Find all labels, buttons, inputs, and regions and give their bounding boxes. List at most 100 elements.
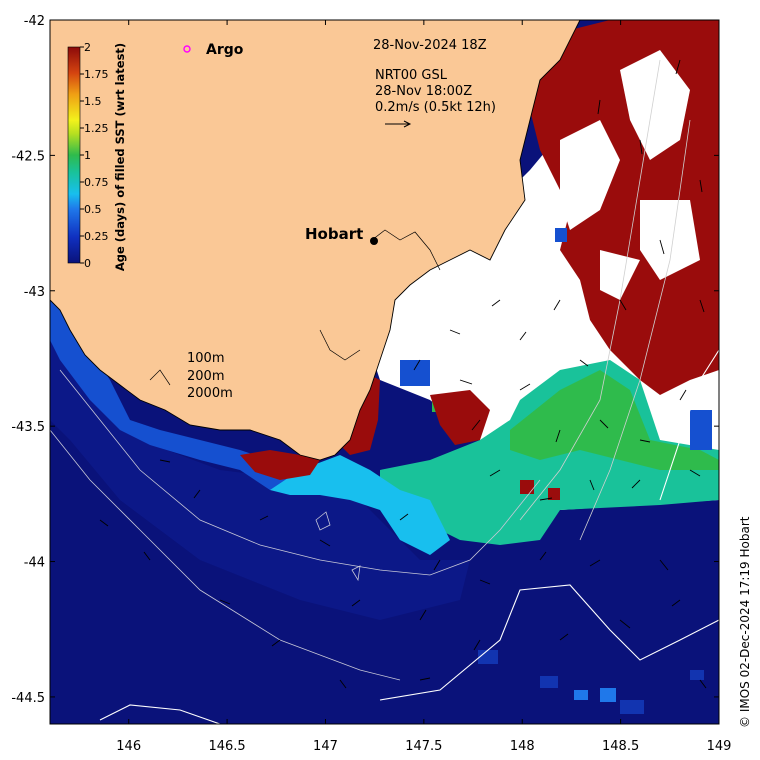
current-vector [539,497,553,501]
contour-200m [50,429,401,681]
colorbar-tick-label: 1 [84,149,91,162]
current-vector [675,59,681,75]
current-vector [193,489,201,499]
red-patch-coast [240,450,320,480]
current-vector [339,679,347,689]
blue-patch [620,700,644,714]
current-vector [631,479,641,489]
blue-band-coastal [50,290,470,620]
current-vector [471,419,481,431]
current-vector [659,559,669,571]
scale-arrow-icon [385,120,412,128]
argo-marker-icon [183,45,191,53]
current-vector [599,419,609,429]
colorbar-label: Age (days) of filled SST (wrt latest) [113,43,127,271]
colorbar [67,46,81,264]
blue-patch [600,688,616,702]
current-vector [555,429,561,443]
land-tasmania [50,20,581,461]
longitude-axis: 146 146.5 147 147.5 148 148.5 149 [116,20,731,754]
current-vector [143,551,151,561]
current-vector [553,299,561,311]
lat-tick-label: -44 [24,556,45,571]
lon-tick-label: 147 [313,739,338,754]
derwent-estuary [371,229,441,271]
blue-patch [540,676,558,688]
current-vector [271,639,281,647]
current-vector [659,239,665,255]
depth-label-100: 100m [187,351,224,366]
current-vector [473,639,481,651]
no-data-hole [600,250,640,300]
island [351,565,361,582]
no-data-hole [640,200,700,280]
current-vector [519,383,531,391]
colorbar-tick-label: 0 [84,257,91,270]
current-vector [589,559,601,567]
lat-tick-label: -42.5 [11,149,45,164]
depth-label-2000: 2000m [187,386,233,401]
coast-inlet [149,369,171,386]
lat-tick-label: -43 [24,285,45,300]
city-label: Hobart [305,225,363,243]
current-vector [449,329,461,335]
hobart-marker [370,237,378,245]
copyright-text: © IMOS 02-Dec-2024 17:19 Hobart [738,516,752,728]
contour-2000m [379,584,719,701]
current-vector [559,633,569,641]
blue-patch-coast [400,360,430,386]
current-vector [219,599,231,605]
current-vector [639,439,651,443]
current-vector [639,139,643,155]
current-vector [479,579,491,585]
coast-inlet [319,329,361,361]
current-vector [699,299,705,313]
map-plot-area [50,20,719,724]
plot-frame [49,19,720,725]
red-patch [430,390,490,445]
blue-patch-east [690,410,712,450]
island [315,511,331,531]
contour-2000m-south [99,704,221,724]
current-vector [619,619,631,629]
colorbar-tick-label: 1.25 [84,122,109,135]
current-vector [419,609,427,621]
contour-shelf-east [519,59,661,521]
current-vector [413,359,421,371]
current-vector [589,479,595,491]
current-vector [679,389,687,401]
current-vector [489,469,501,477]
colorbar-tick-label: 0.25 [84,230,109,243]
current-vectors [99,59,707,689]
current-vector [351,599,361,607]
current-vector [519,331,527,341]
red-patch [520,480,534,494]
argo-label: Argo [206,42,244,58]
colorbar-ticks: 2 1.75 1.5 1.25 1 0.75 0.5 0.25 0 [80,41,109,270]
current-vector [419,677,431,681]
lon-tick-label: 148.5 [602,739,639,754]
current-vector [689,469,701,477]
cyan-band [270,455,450,555]
scale-label: 0.2m/s (0.5kt 12h) [375,100,496,115]
lat-tick-label: -44.5 [11,691,45,706]
depth-label-200: 200m [187,369,224,384]
current-vector [699,179,703,193]
product-line1: NRT00 GSL [375,68,448,83]
date-title: 28-Nov-2024 18Z [373,38,487,53]
lon-tick-label: 146.5 [208,739,245,754]
blue-patch [555,228,567,242]
blue-patch [478,650,498,664]
colorbar-tick-label: 0.75 [84,176,109,189]
contour-shelf-east-2 [579,119,691,541]
lat-tick-label: -42 [24,14,45,29]
colorbar-tick-label: 1.75 [84,68,109,81]
current-vector [99,519,109,527]
current-vector [159,459,171,463]
lon-tick-label: 146 [116,739,141,754]
current-vector [399,513,409,521]
latitude-axis: -42 -42.5 -43 -43.5 -44 -44.5 [11,14,719,706]
blue-patch [690,670,704,680]
colorbar-tick-label: 2 [84,41,91,54]
